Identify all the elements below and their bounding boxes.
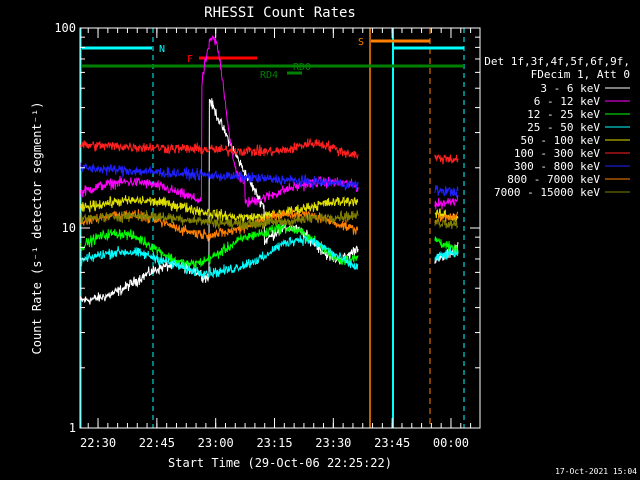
y-axis-label: Count Rate (s⁻¹ detector segment⁻¹) xyxy=(30,102,44,355)
legend-entry-label: 3 - 6 keV xyxy=(540,82,600,95)
x-axis-label: Start Time (29-Oct-06 22:25:22) xyxy=(168,456,392,470)
legend-entry-label: 12 - 25 keV xyxy=(527,108,600,121)
series-line-100-300keV xyxy=(79,137,459,165)
legend-entry-label: 25 - 50 keV xyxy=(527,121,600,134)
x-tick-label: 22:30 xyxy=(80,436,116,450)
legend-entry-label: 7000 - 15000 keV xyxy=(494,186,600,199)
flag-label-s: S xyxy=(358,37,364,48)
series-line-300-800keV xyxy=(79,162,459,198)
legend-entry-label: 50 - 100 keV xyxy=(521,134,601,147)
y-tick-label: 10 xyxy=(62,221,76,235)
flag-label-f: F xyxy=(187,54,193,65)
x-tick-label: 23:30 xyxy=(315,436,351,450)
y-tick-label: 1 xyxy=(69,421,76,435)
x-tick-label: 23:00 xyxy=(198,436,234,450)
x-axis-ticks: 22:30 22:45 23:00 23:15 23:30 23:45 00:00 xyxy=(80,28,472,450)
legend-entry-label: 6 - 12 keV xyxy=(534,95,601,108)
flag-label-rd4: RD4 xyxy=(260,70,278,81)
series-line-12-25keV xyxy=(79,222,459,271)
legend-entry-label: 300 - 800 keV xyxy=(514,160,600,173)
legend-header-line: FDecim 1, Att 0 xyxy=(531,68,630,81)
x-tick-label: 23:15 xyxy=(256,436,292,450)
series-line-25-50keV xyxy=(79,235,459,279)
legend-entry-label: 100 - 300 keV xyxy=(514,147,600,160)
series-line-800-7000keV xyxy=(79,209,459,242)
x-tick-label: 23:45 xyxy=(374,436,410,450)
chart-title: RHESSI Count Rates xyxy=(204,5,356,21)
y-tick-label: 100 xyxy=(54,21,76,35)
x-tick-label: 22:45 xyxy=(139,436,175,450)
flag-label-n: N xyxy=(159,44,165,55)
series-line-7000-15000keV xyxy=(79,209,459,232)
x-tick-label: 00:00 xyxy=(433,436,469,450)
legend-header-line: Det 1f,3f,4f,5f,6f,9f, xyxy=(484,55,630,68)
legend-entry-label: 800 - 7000 keV xyxy=(507,173,600,186)
legend: Det 1f,3f,4f,5f,6f,9f,FDecim 1, Att 03 -… xyxy=(484,55,630,199)
flag-label-rd0: RD0 xyxy=(293,62,311,73)
plot-area: N F RD0 RD4 S xyxy=(79,28,465,428)
footer-timestamp: 17-Oct-2021 15:04 xyxy=(555,467,637,476)
